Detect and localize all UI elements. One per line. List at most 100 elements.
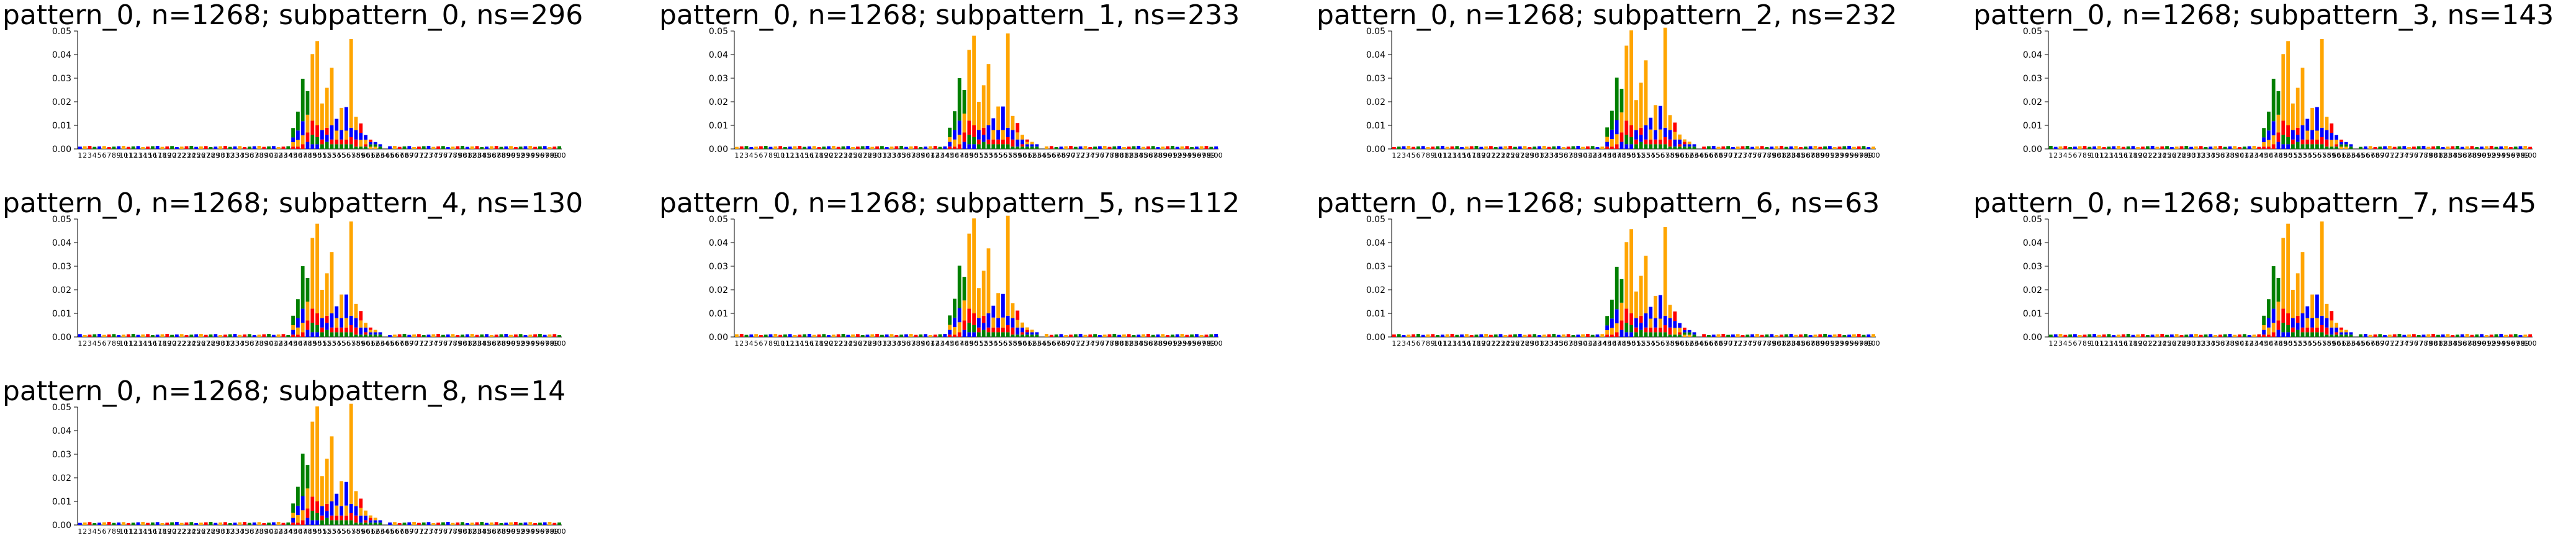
logo-letter-A [2184,146,2189,149]
logo-letter-C [155,146,160,149]
x-tick-label: 10 [1433,339,1442,348]
logo-letter-T [1610,334,1614,337]
logo-letter-C [291,518,295,523]
x-tick-label: 49 [308,339,317,348]
x-tick-label: 30 [2187,151,2195,159]
logo-letter-T [2267,146,2271,149]
logo-letter-C [1059,146,1063,149]
x-tick-label: 64 [381,339,389,348]
logo-letter-C [1137,334,1141,337]
logo-letter-T [894,146,899,149]
logo-letter-C [1020,327,1024,333]
x-tick-label: 86 [487,339,496,348]
logo-letter-G [1654,105,1657,130]
logo-letter-G [981,271,986,316]
x-tick-label: 41 [2240,151,2249,159]
x-tick-label: 44 [1598,151,1606,159]
x-tick-label: 21 [173,151,181,159]
logo-letter-A [1020,334,1024,337]
logo-letter-G [1142,146,1145,149]
logo-letter-A [557,522,561,525]
x-tick-label: 33 [888,339,896,348]
logo-letter-A [1624,323,1629,333]
logo-letter-T [986,139,991,145]
logo-letter-G [1581,334,1585,337]
x-tick-label: 69 [1719,339,1727,348]
logo-letter-C [1789,334,1793,337]
logo-letter-C [1498,334,1503,337]
x-tick-label: 79 [2424,151,2433,159]
x-tick-label: 4 [92,151,97,159]
logo-letter-C [1518,334,1522,337]
logo-letter-T [1799,146,1803,149]
x-tick-label: 75 [434,339,443,348]
x-tick-label: 37 [907,151,916,159]
x-tick-label: 28 [207,339,215,348]
logo-letter-C [996,130,1000,140]
logo-letter-T [223,146,227,149]
x-tick-label: 40 [264,339,273,348]
logo-letter-G [2300,68,2305,125]
logo-letter-A [320,332,324,337]
logo-letter-G [305,114,310,133]
x-tick-label: 59 [356,527,365,536]
x-tick-label: 1 [78,527,82,536]
logo-letter-G [2117,146,2120,149]
logo-letter-T [1127,146,1131,149]
x-tick-label: 30 [216,339,225,348]
logo-letter-C [466,146,469,149]
logo-letter-G [1663,27,1667,128]
logo-letter-A [2262,128,2266,138]
logo-letter-T [2470,146,2474,149]
logo-letter-T [1702,146,1706,149]
logo-letter-A [1683,332,1687,335]
logo-letter-T [1020,144,1024,147]
x-tick-label: 70 [1724,151,1732,159]
x-tick-label: 10 [2090,339,2099,348]
logo-letter-G [102,334,106,337]
logo-letter-T [2295,127,2300,135]
logo-letter-G [2485,334,2488,337]
logo-letter-A [131,334,135,337]
logo-letter-T [310,496,315,511]
logo-letter-C [291,330,295,335]
logo-letter-C [136,522,140,525]
x-tick-label: 22 [834,339,843,348]
logo-letter-A [899,334,903,337]
logo-letter-T [1624,120,1629,135]
x-tick-label: 68 [1057,339,1066,348]
logo-letter-A [1634,144,1638,149]
x-tick-label: 81 [1120,151,1128,159]
x-tick-label: 65 [2356,151,2365,159]
logo-letter-T [305,320,310,330]
y-tick-label: 0.04 [52,426,71,436]
x-tick-label: 47 [299,339,307,348]
x-tick-label: 59 [1670,151,1679,159]
logo-letter-G [2078,146,2082,149]
x-tick-label: 24 [844,339,852,348]
logo-letter-G [300,323,305,333]
logo-letter-A [112,146,116,149]
logo-letter-G [354,491,358,506]
x-tick-label: 80 [458,151,467,159]
logo-letter-T [2295,315,2300,323]
x-tick-label: 5 [97,527,102,536]
x-tick-label: 33 [1545,339,1554,348]
x-tick-label: 61 [1680,151,1689,159]
logo-letter-T [552,522,557,525]
logo-letter-A [345,520,348,525]
x-tick-label: 63 [376,339,385,348]
logo-letter-A [967,135,971,145]
logo-letter-A [1745,334,1750,337]
x-tick-label: 48 [960,339,969,348]
logo-letter-G [1659,318,1662,328]
x-tick-label: 73 [425,151,433,159]
y-tick-label: 0.04 [709,50,728,60]
logo-letter-C [2267,130,2271,140]
x-tick-label: 61 [2337,339,2346,348]
logo-letter-T [933,334,937,337]
logo-letter-C [378,520,382,523]
logo-letter-C [977,318,981,328]
x-tick-label: 63 [1033,339,1042,348]
x-tick-label: 46 [2264,339,2273,348]
